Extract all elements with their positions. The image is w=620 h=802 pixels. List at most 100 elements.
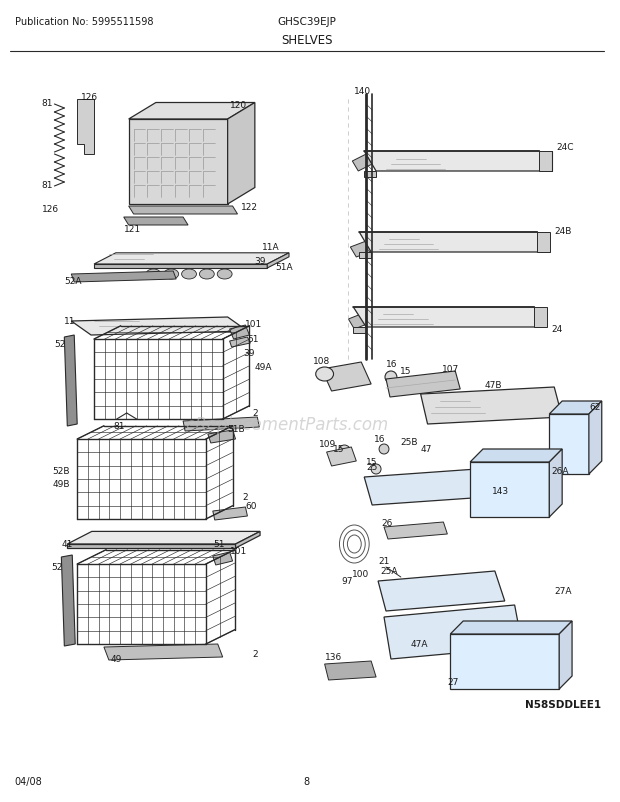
Text: 15: 15 xyxy=(400,367,411,376)
Polygon shape xyxy=(450,634,559,689)
Text: 2: 2 xyxy=(242,493,248,502)
Text: 25A: 25A xyxy=(380,567,397,576)
Text: 49: 49 xyxy=(111,654,122,664)
Text: 24C: 24C xyxy=(556,144,574,152)
Text: 39: 39 xyxy=(254,257,266,266)
Text: 81: 81 xyxy=(42,180,53,189)
Text: 52: 52 xyxy=(55,340,66,349)
Text: 47A: 47A xyxy=(410,640,428,649)
Polygon shape xyxy=(470,463,549,517)
Text: 24: 24 xyxy=(551,325,562,334)
Text: 81: 81 xyxy=(42,99,53,107)
Ellipse shape xyxy=(164,269,179,280)
Text: 27A: 27A xyxy=(554,587,572,596)
Text: 97: 97 xyxy=(342,577,353,585)
Text: 16: 16 xyxy=(374,435,386,444)
Polygon shape xyxy=(71,272,176,282)
Polygon shape xyxy=(364,172,376,178)
Text: 100: 100 xyxy=(352,569,370,579)
Polygon shape xyxy=(322,363,371,391)
Polygon shape xyxy=(267,253,289,269)
Polygon shape xyxy=(229,326,249,339)
Text: 47B: 47B xyxy=(485,381,502,390)
Text: 04/08: 04/08 xyxy=(15,776,43,786)
Polygon shape xyxy=(213,553,232,565)
Text: 49B: 49B xyxy=(53,480,70,489)
Polygon shape xyxy=(94,265,267,269)
Polygon shape xyxy=(364,469,487,505)
Ellipse shape xyxy=(182,269,197,280)
Polygon shape xyxy=(78,100,94,155)
Text: 51A: 51A xyxy=(275,263,293,272)
Polygon shape xyxy=(236,532,260,549)
Polygon shape xyxy=(68,532,260,545)
Polygon shape xyxy=(352,155,372,172)
Polygon shape xyxy=(420,387,562,424)
Text: 52: 52 xyxy=(51,563,63,572)
Text: 39: 39 xyxy=(244,349,255,358)
Polygon shape xyxy=(378,571,505,611)
Text: 51: 51 xyxy=(247,335,259,344)
Polygon shape xyxy=(129,207,237,215)
Text: 109: 109 xyxy=(319,440,336,449)
Text: 126: 126 xyxy=(42,205,59,214)
Ellipse shape xyxy=(146,269,161,280)
Text: 101: 101 xyxy=(229,547,247,556)
Text: 11: 11 xyxy=(64,317,76,326)
Ellipse shape xyxy=(217,269,232,280)
Text: 21: 21 xyxy=(378,557,389,565)
Polygon shape xyxy=(325,661,376,680)
Text: 25: 25 xyxy=(366,463,378,472)
Text: 143: 143 xyxy=(492,487,509,496)
Polygon shape xyxy=(364,152,552,172)
Polygon shape xyxy=(228,103,255,205)
Text: 136: 136 xyxy=(325,653,342,662)
Text: 121: 121 xyxy=(124,225,141,234)
Text: 27: 27 xyxy=(448,678,459,687)
Polygon shape xyxy=(229,338,250,347)
Polygon shape xyxy=(104,644,223,660)
Polygon shape xyxy=(327,448,356,467)
Polygon shape xyxy=(129,103,255,119)
Polygon shape xyxy=(549,415,589,475)
Polygon shape xyxy=(350,241,372,257)
Polygon shape xyxy=(384,606,523,659)
Text: 11A: 11A xyxy=(262,243,280,252)
Text: 26A: 26A xyxy=(551,467,569,476)
Text: 51: 51 xyxy=(213,540,224,549)
Text: 41: 41 xyxy=(61,540,73,549)
Text: 49A: 49A xyxy=(254,363,272,372)
Text: 140: 140 xyxy=(354,87,371,96)
Polygon shape xyxy=(549,449,562,517)
Text: 81: 81 xyxy=(114,422,125,431)
Text: 51B: 51B xyxy=(228,425,246,434)
Polygon shape xyxy=(559,622,572,689)
Ellipse shape xyxy=(200,269,215,280)
Polygon shape xyxy=(213,508,247,520)
Polygon shape xyxy=(538,233,551,253)
Text: SHELVES: SHELVES xyxy=(281,34,332,47)
Circle shape xyxy=(339,445,350,457)
Polygon shape xyxy=(353,308,547,327)
Polygon shape xyxy=(64,335,78,427)
Polygon shape xyxy=(450,622,572,634)
Text: 108: 108 xyxy=(312,357,330,366)
Polygon shape xyxy=(539,152,552,172)
Polygon shape xyxy=(359,233,551,253)
Ellipse shape xyxy=(316,367,334,382)
Text: 52A: 52A xyxy=(64,277,82,286)
Text: 47: 47 xyxy=(420,445,432,454)
Circle shape xyxy=(371,464,381,475)
Text: 120: 120 xyxy=(229,100,247,109)
Polygon shape xyxy=(549,402,602,415)
Polygon shape xyxy=(384,522,448,539)
Polygon shape xyxy=(348,313,372,330)
Circle shape xyxy=(385,371,397,383)
Polygon shape xyxy=(534,308,547,327)
Polygon shape xyxy=(386,371,460,398)
Text: eReplacementParts.com: eReplacementParts.com xyxy=(185,415,389,433)
Text: N58SDDLEE1: N58SDDLEE1 xyxy=(525,699,601,709)
Polygon shape xyxy=(61,555,75,646)
Text: 26: 26 xyxy=(381,519,392,528)
Polygon shape xyxy=(124,217,188,225)
